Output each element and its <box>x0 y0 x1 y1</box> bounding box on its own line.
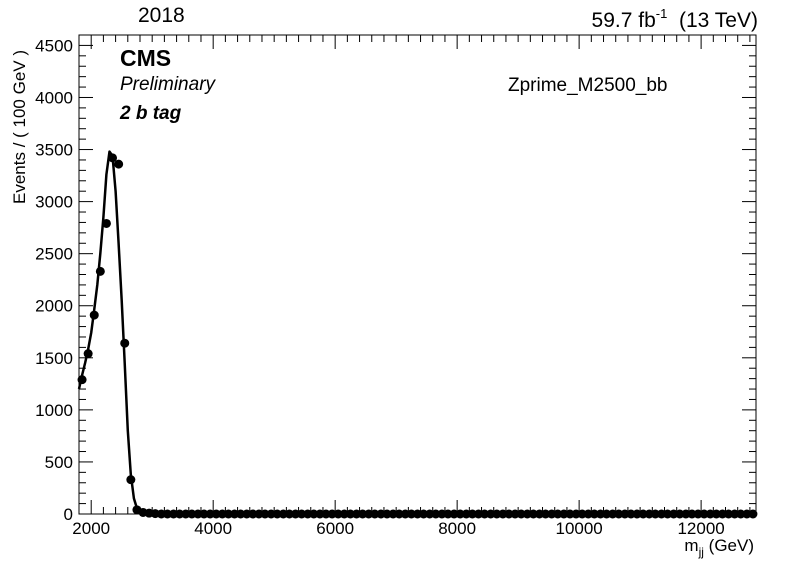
data-point <box>83 349 93 359</box>
data-point <box>89 310 99 320</box>
y-tick-label: 4500 <box>35 36 73 55</box>
data-point <box>114 159 124 169</box>
x-axis-symbol: m <box>684 536 699 555</box>
y-tick-label: 2000 <box>35 297 73 316</box>
y-axis-title: Events / ( 100 GeV ) <box>10 49 29 204</box>
data-point <box>120 338 130 348</box>
luminosity-label: 59.7 fb-1 (13 TeV) <box>592 6 758 33</box>
x-tick-label: 8000 <box>438 519 476 538</box>
x-axis-title: mjj (GeV) <box>684 536 754 559</box>
data-point <box>77 375 87 385</box>
energy-label: (13 TeV) <box>679 9 758 32</box>
data-point <box>126 475 136 485</box>
y-tick-label: 4000 <box>35 88 73 107</box>
lumi-exponent: -1 <box>655 6 668 21</box>
x-tick-label: 2000 <box>72 519 110 538</box>
year-label: 2018 <box>138 4 185 27</box>
category-label: 2 b tag <box>120 103 182 124</box>
y-tick-label: 1000 <box>35 401 73 420</box>
x-tick-label: 10000 <box>555 519 602 538</box>
experiment-label: CMS <box>120 45 172 71</box>
x-tick-label: 6000 <box>316 519 354 538</box>
x-tick-label: 4000 <box>194 519 232 538</box>
data-point <box>101 218 111 228</box>
axes: 0 500 1000 1500 2000 2500 3000 3500 4000 4500 2000… <box>35 34 756 538</box>
x-axis-unit: (GeV) <box>708 536 754 555</box>
y-tick-label: 3500 <box>35 141 73 160</box>
status-label: Preliminary <box>120 74 216 95</box>
data-point <box>95 266 105 276</box>
y-tick-label: 3000 <box>35 193 73 212</box>
x-axis-subscript: jj <box>698 545 704 559</box>
y-tick-label: 1500 <box>35 349 73 368</box>
y-tick-label: 2500 <box>35 245 73 264</box>
data-point <box>108 153 118 163</box>
x-tick-label: 12000 <box>677 519 724 538</box>
data-point <box>748 509 758 519</box>
data-marks <box>77 150 758 519</box>
y-tick-label: 500 <box>45 453 73 472</box>
fit-curve <box>77 150 756 516</box>
y-tick-label: 0 <box>64 505 73 524</box>
sample-label: Zprime_M2500_bb <box>508 75 668 96</box>
lumi-value: 59.7 fb <box>591 9 656 32</box>
